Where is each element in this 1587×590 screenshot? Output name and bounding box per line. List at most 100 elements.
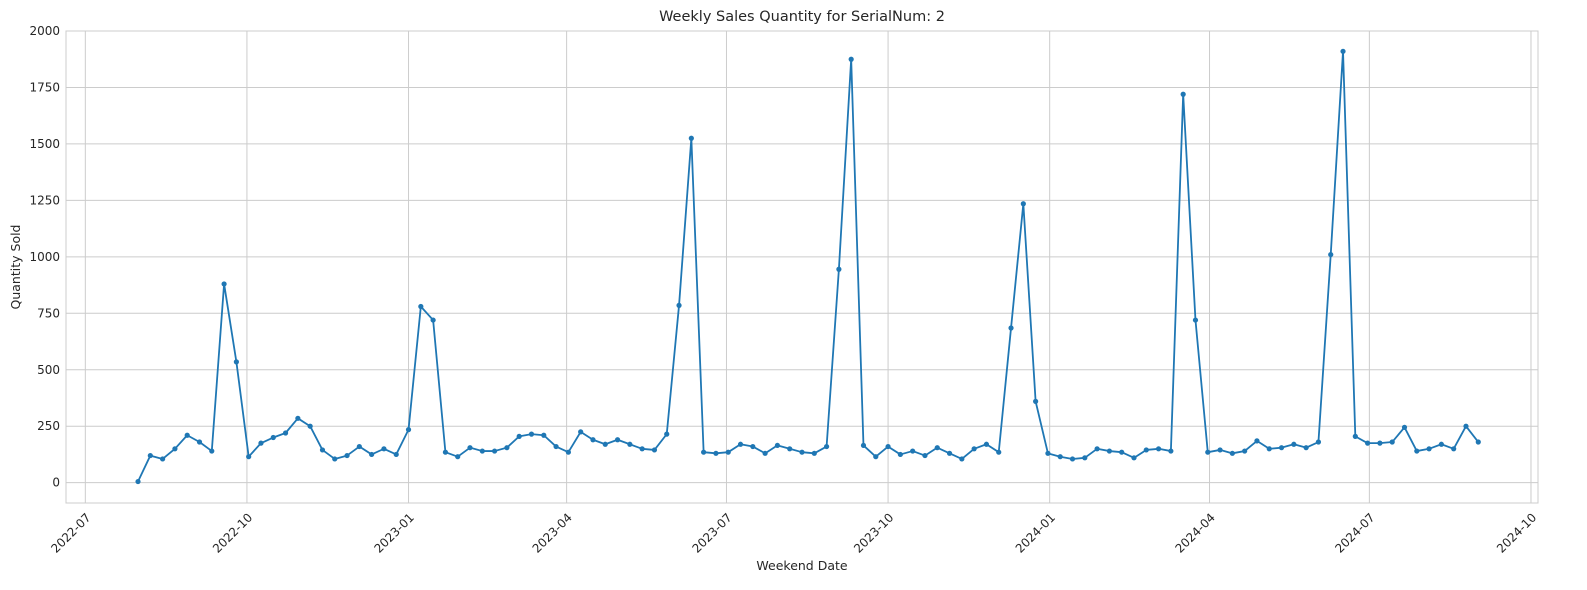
data-point: [295, 415, 301, 421]
data-point: [578, 429, 584, 435]
data-point: [983, 441, 990, 447]
data-point: [1377, 440, 1383, 446]
data-point: [1389, 439, 1395, 445]
data-point: [344, 452, 350, 459]
data-point: [196, 439, 203, 445]
data-point: [614, 437, 621, 443]
data-point: [737, 441, 744, 447]
data-point: [701, 449, 707, 455]
data-point: [959, 456, 965, 462]
data-point: [1463, 423, 1469, 429]
data-point: [455, 454, 461, 460]
data-point: [160, 456, 166, 462]
data-point: [221, 281, 227, 287]
data-point: [602, 441, 608, 447]
data-point: [1192, 317, 1199, 323]
data-point: [393, 451, 399, 458]
data-point: [1340, 48, 1346, 54]
data-point: [147, 452, 153, 459]
data-point: [836, 266, 842, 272]
data-point: [541, 432, 547, 438]
data-point: [516, 433, 522, 439]
data-point: [442, 449, 449, 455]
y-tick-label: 1250: [29, 193, 60, 207]
data-point: [233, 359, 239, 365]
data-point: [885, 443, 891, 450]
y-tick-label: 1750: [29, 80, 60, 94]
series-layer: [135, 48, 1481, 485]
data-point: [553, 443, 559, 450]
data-point: [184, 432, 190, 438]
data-point: [1475, 439, 1481, 445]
data-point: [479, 448, 485, 454]
plot-frame: [65, 30, 1539, 504]
y-tick-label: 0: [52, 476, 60, 490]
data-point: [307, 423, 313, 429]
data-point: [639, 446, 645, 452]
data-point: [922, 452, 928, 459]
data-point: [1033, 398, 1039, 404]
data-point: [713, 450, 719, 456]
data-point: [332, 456, 338, 462]
data-point: [135, 478, 141, 485]
data-point: [848, 56, 854, 62]
data-point: [1365, 440, 1371, 446]
data-point: [1057, 454, 1063, 460]
y-tick-label: 500: [37, 363, 60, 377]
data-point: [688, 135, 694, 141]
data-point: [246, 454, 252, 460]
data-point: [1008, 325, 1014, 331]
data-point: [823, 443, 830, 450]
y-axis-ticks: 0 250 500 750 1000 1250 1500 1750 2000: [29, 24, 60, 490]
data-point: [1045, 450, 1051, 456]
data-point: [787, 446, 793, 452]
data-point: [1020, 201, 1026, 207]
data-point: [319, 447, 326, 453]
data-point: [934, 445, 940, 451]
data-point: [504, 445, 510, 451]
data-point: [1131, 455, 1137, 461]
data-point: [1426, 446, 1432, 452]
data-point: [860, 442, 867, 449]
data-point: [1168, 448, 1174, 454]
y-tick-label: 2000: [29, 24, 60, 38]
data-point: [873, 454, 879, 460]
data-point: [1229, 450, 1235, 456]
data-point: [172, 446, 178, 452]
data-point: [565, 449, 571, 455]
data-point: [1180, 91, 1186, 97]
data-point: [1254, 438, 1260, 444]
data-point: [651, 447, 658, 453]
grid: [66, 30, 1538, 503]
data-point: [897, 451, 903, 458]
data-point: [1451, 446, 1457, 452]
data-point: [209, 448, 215, 454]
y-tick-label: 1000: [29, 250, 60, 264]
data-point: [590, 437, 596, 443]
data-point: [1401, 424, 1408, 430]
data-point: [258, 440, 264, 446]
data-point: [1291, 441, 1297, 447]
data-point: [1082, 455, 1088, 461]
y-tick-label: 250: [37, 419, 60, 433]
data-point: [1155, 446, 1162, 452]
data-point: [1328, 251, 1334, 258]
chart-title: Weekly Sales Quantity for SerialNum: 2: [659, 9, 945, 25]
data-point: [1266, 446, 1272, 452]
data-point: [1205, 449, 1211, 455]
data-point: [1242, 448, 1248, 454]
data-point: [996, 449, 1002, 455]
data-point: [799, 449, 805, 455]
y-tick-label: 750: [37, 306, 60, 320]
data-point: [1438, 441, 1444, 447]
data-point: [1303, 445, 1309, 451]
data-point: [369, 451, 375, 458]
data-point: [1315, 439, 1322, 445]
data-point: [664, 431, 670, 437]
data-point: [1106, 448, 1112, 454]
data-point: [676, 302, 682, 308]
data-point: [1069, 456, 1076, 462]
data-point: [430, 317, 436, 323]
